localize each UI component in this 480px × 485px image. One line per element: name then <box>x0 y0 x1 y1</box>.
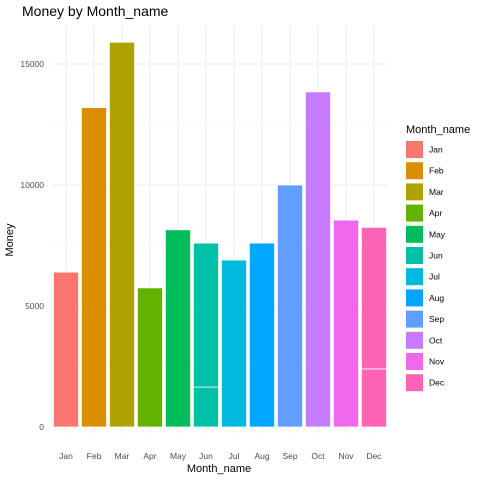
x-tick-label: Dec <box>366 451 382 461</box>
x-tick-label: Jan <box>59 451 73 461</box>
bar-dec-segment-2 <box>360 226 387 370</box>
x-tick-label: Sep <box>282 451 297 461</box>
y-axis-title: Money <box>4 223 16 257</box>
legend-key-dec <box>406 374 423 392</box>
bar-jul <box>220 259 247 428</box>
legend-key-jan <box>406 141 423 158</box>
legend-key-feb <box>406 162 423 180</box>
legend-label-aug: Aug <box>429 293 444 303</box>
legend-label-may: May <box>429 229 446 239</box>
bar-dec-segment-1 <box>360 368 387 428</box>
x-tick-label: Oct <box>311 451 325 461</box>
bar-jun-segment-2 <box>192 242 219 388</box>
bar-oct <box>304 91 331 428</box>
legend-key-nov <box>406 353 423 370</box>
legend-label-nov: Nov <box>429 357 445 367</box>
legend-label-feb: Feb <box>429 166 444 176</box>
x-tick-label: Aug <box>254 451 269 461</box>
legend-label-mar: Mar <box>429 187 444 197</box>
legend-label-apr: Apr <box>429 208 442 218</box>
x-tick-label: Apr <box>143 451 156 461</box>
y-tick-label: 0 <box>39 422 44 432</box>
bar-layer <box>53 41 387 428</box>
legend-title: Month_name <box>406 124 470 136</box>
legend-label-jul: Jul <box>429 272 440 282</box>
legend-label-dec: Dec <box>429 378 445 388</box>
y-tick-label: 10000 <box>20 180 44 190</box>
bar-mar <box>109 41 136 428</box>
y-tick-label: 15000 <box>20 59 44 69</box>
x-tick-label: Feb <box>87 451 102 461</box>
legend-label-oct: Oct <box>429 335 443 345</box>
bar-jun-segment-1 <box>192 386 219 428</box>
bar-feb <box>81 107 108 428</box>
bar-jan <box>53 271 80 428</box>
legend-key-may <box>406 225 423 243</box>
legend-key-jul <box>406 268 423 286</box>
x-tick-label: May <box>170 451 187 461</box>
legend-key-mar <box>406 183 423 201</box>
legend: Month_name Jan Feb Mar Apr May Jun Jul Aug Sep Oc… <box>406 124 470 392</box>
legend-label-jun: Jun <box>429 251 443 261</box>
bar-may <box>164 229 191 428</box>
legend-key-jun <box>406 247 423 264</box>
legend-label-jan: Jan <box>429 145 443 155</box>
axis-layer: 0 5000 10000 15000 Jan Feb Mar Apr May Jun Jul Aug S… <box>20 59 382 461</box>
legend-key-aug <box>406 289 423 307</box>
bar-sep <box>276 184 303 428</box>
legend-key-sep <box>406 310 423 328</box>
x-tick-label: Jul <box>229 451 240 461</box>
chart-title: Money by Month_name <box>22 3 169 19</box>
y-tick-label: 5000 <box>25 301 44 311</box>
bar-nov <box>332 219 359 428</box>
legend-key-oct <box>406 331 423 349</box>
x-tick-label: Mar <box>115 451 130 461</box>
bar-apr <box>136 287 163 428</box>
bar-aug <box>248 242 275 428</box>
legend-label-sep: Sep <box>429 314 444 324</box>
legend-key-apr <box>406 204 423 222</box>
x-tick-label: Nov <box>338 451 354 461</box>
x-axis-title: Month_name <box>187 463 251 475</box>
x-tick-label: Jun <box>199 451 213 461</box>
